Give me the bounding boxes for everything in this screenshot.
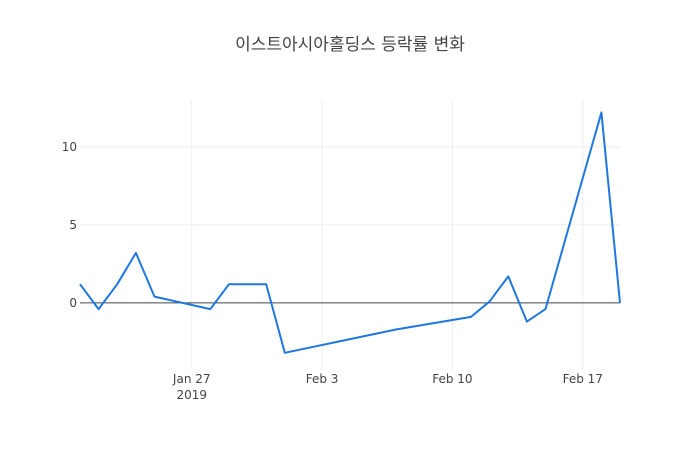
data-point[interactable] [226, 281, 232, 287]
x-tick-label: Feb 10 [432, 372, 472, 386]
data-point[interactable] [282, 350, 288, 356]
data-point[interactable] [263, 281, 269, 287]
x-tick-label: Feb 17 [563, 372, 603, 386]
axis-layer: Jan 27 2019 Feb 3 Feb 10 Feb 17 0 5 10 [62, 140, 620, 402]
x-tick-year-label: 2019 [176, 388, 207, 402]
data-point[interactable] [114, 281, 120, 287]
data-point[interactable] [151, 294, 157, 300]
data-point[interactable] [77, 281, 83, 287]
data-point[interactable] [617, 300, 623, 306]
data-point[interactable] [505, 273, 511, 279]
chart-title: 이스트아시아홀딩스 등락률 변화 [235, 35, 465, 55]
data-point[interactable] [96, 306, 102, 312]
y-tick-label: 5 [69, 218, 77, 232]
data-point[interactable] [487, 298, 493, 304]
y-tick-label: 10 [62, 140, 77, 154]
data-point[interactable] [133, 250, 139, 256]
series-line [79, 111, 621, 354]
data-point[interactable] [543, 306, 549, 312]
data-point[interactable] [245, 281, 251, 287]
data-point[interactable] [394, 326, 400, 332]
y-tick-label: 0 [69, 296, 77, 310]
x-tick-label: Jan 27 [172, 372, 211, 386]
data-point[interactable] [207, 306, 213, 312]
series-layer [77, 109, 623, 356]
x-tick-label: Feb 3 [306, 372, 339, 386]
data-point[interactable] [468, 314, 474, 320]
grid-layer [80, 100, 620, 370]
data-point[interactable] [524, 319, 530, 325]
data-point[interactable] [598, 109, 604, 115]
